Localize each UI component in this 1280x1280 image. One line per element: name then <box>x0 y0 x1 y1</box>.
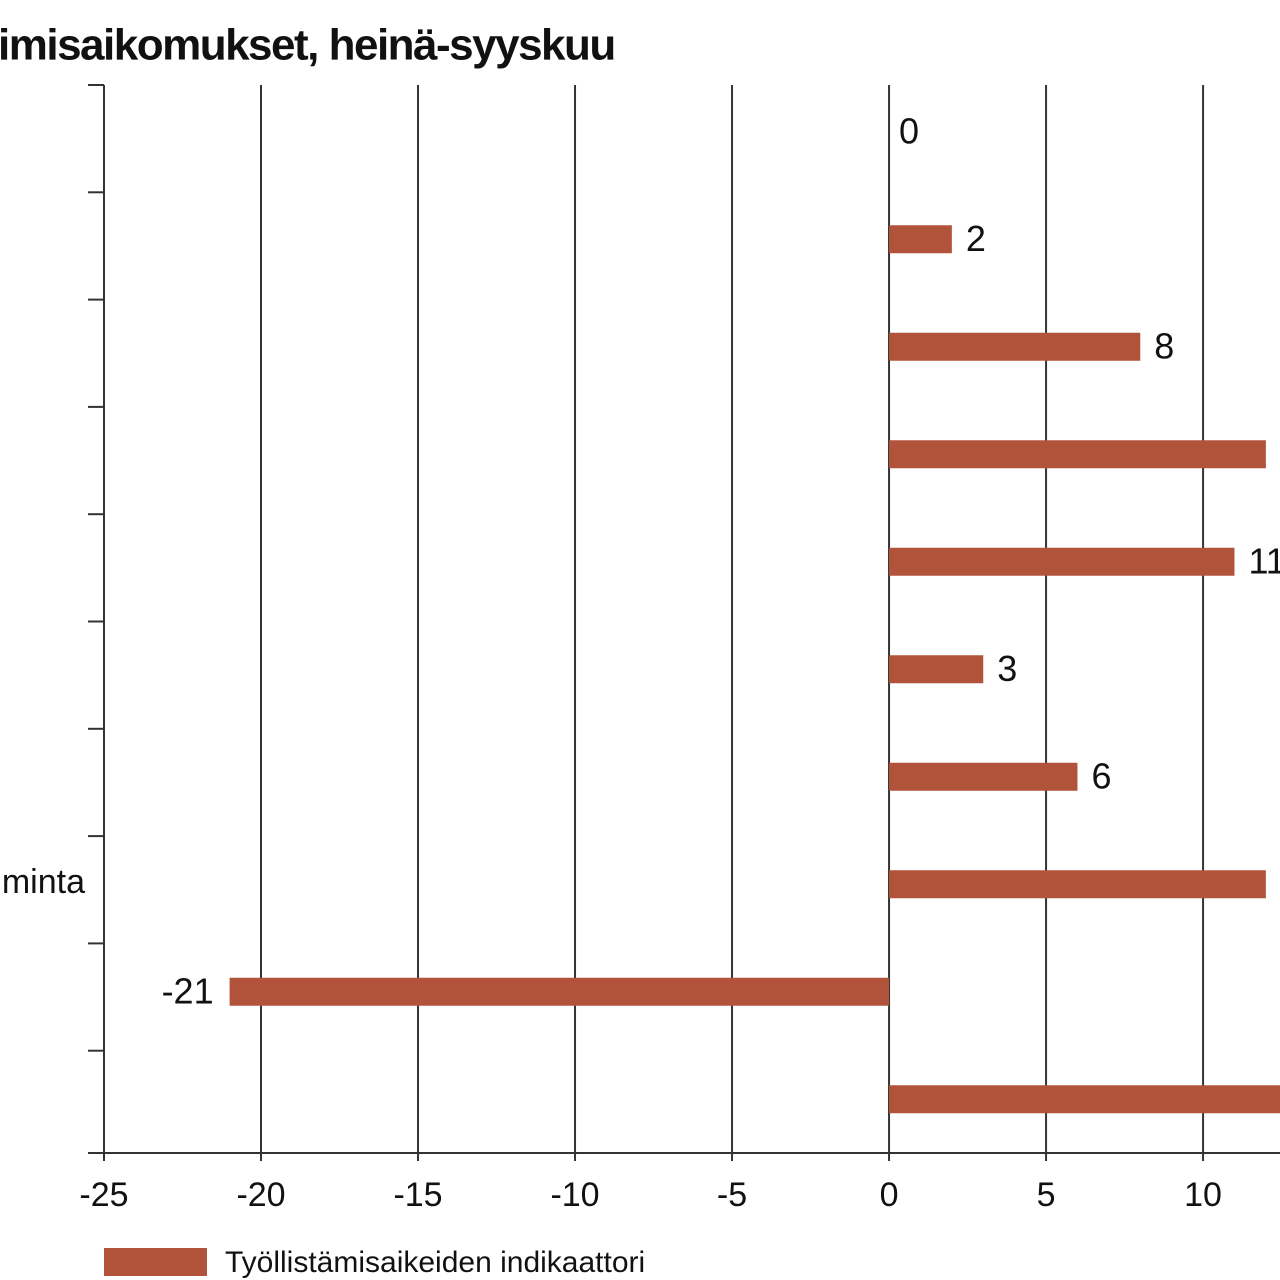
x-tick-label: 5 <box>1037 1176 1056 1214</box>
value-label: -21 <box>162 970 214 1011</box>
value-label: 3 <box>997 648 1017 689</box>
bar <box>889 332 1141 361</box>
bar <box>229 977 890 1006</box>
value-label: 8 <box>1154 325 1174 366</box>
bar <box>889 225 952 254</box>
value-label: 2 <box>966 218 986 259</box>
x-tick-label: 0 <box>880 1176 899 1214</box>
legend-label: Työllistämisaikeiden indikaattori <box>225 1246 645 1279</box>
x-tick-label: -15 <box>393 1176 442 1214</box>
legend-swatch <box>104 1248 207 1276</box>
y-tick-label: minta <box>2 863 85 901</box>
chart-title: imisaikomukset, heinä-syyskuu <box>0 21 615 70</box>
bar <box>889 655 984 684</box>
value-label: 6 <box>1091 755 1111 796</box>
bar <box>889 762 1078 791</box>
bar <box>889 440 1266 469</box>
x-tick-label: 10 <box>1184 1176 1222 1214</box>
value-label: 0 <box>899 110 919 151</box>
x-tick-label: -25 <box>79 1176 128 1214</box>
bar <box>889 870 1266 899</box>
x-tick-label: -20 <box>236 1176 285 1214</box>
x-tick-label: -5 <box>717 1176 747 1214</box>
x-tick-label: -10 <box>550 1176 599 1214</box>
bar <box>889 1085 1280 1114</box>
bar <box>889 547 1235 576</box>
value-label: 11 <box>1248 540 1280 581</box>
